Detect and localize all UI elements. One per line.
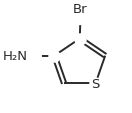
Text: S: S (91, 77, 100, 90)
Text: H₂N: H₂N (3, 50, 28, 63)
Text: Br: Br (73, 3, 88, 16)
